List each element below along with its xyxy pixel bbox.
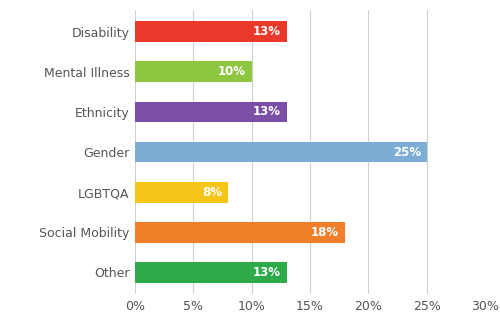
Bar	[135, 222, 345, 243]
Text: 13%: 13%	[253, 266, 281, 279]
Text: 18%: 18%	[311, 226, 339, 239]
Bar	[135, 182, 228, 202]
Text: 8%: 8%	[202, 186, 222, 198]
Text: 10%: 10%	[218, 65, 246, 78]
Text: 13%: 13%	[253, 26, 281, 38]
Text: 13%: 13%	[253, 106, 281, 118]
Bar	[135, 61, 252, 82]
Bar	[135, 22, 286, 42]
Bar	[135, 262, 286, 283]
Bar	[135, 102, 286, 122]
Bar	[135, 142, 426, 163]
Text: 25%: 25%	[392, 146, 421, 159]
